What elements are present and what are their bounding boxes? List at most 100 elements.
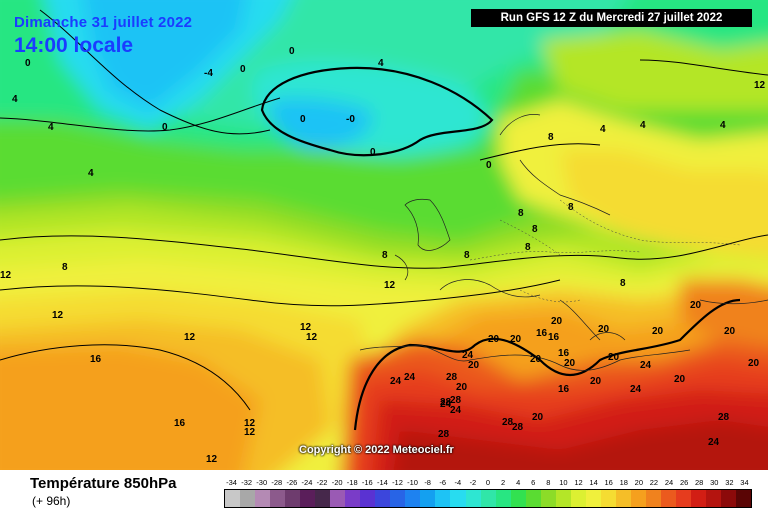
isotherm-label: 8 — [518, 208, 524, 219]
isotherm-label: 8 — [532, 224, 538, 235]
scale-swatch — [675, 490, 691, 507]
scale-swatch — [390, 490, 406, 507]
scale-swatch — [510, 490, 526, 507]
scale-label: -6 — [439, 478, 447, 487]
isotherm-label: 12 — [384, 280, 396, 291]
scale-label: -8 — [424, 478, 431, 487]
scale-label: -16 — [361, 478, 373, 487]
scale-swatch — [375, 490, 391, 507]
scale-label: 28 — [695, 478, 704, 487]
scale-label: 18 — [619, 478, 628, 487]
scale-swatch — [660, 490, 676, 507]
isotherm-label: 12 — [300, 322, 312, 333]
isotherm-label: -4 — [204, 68, 213, 79]
isotherm-label: 0 — [240, 64, 246, 75]
scale-label: -4 — [454, 478, 462, 487]
forecast-time: 14:00 locale — [14, 34, 134, 57]
scale-label: -22 — [316, 478, 328, 487]
scale-label: 14 — [589, 478, 598, 487]
isotherm-label: 20 — [590, 376, 602, 387]
scale-swatch — [570, 490, 586, 507]
scale-swatch — [736, 490, 752, 507]
lead-time: (+ 96h) — [32, 494, 71, 508]
isotherm-label: 20 — [532, 412, 544, 423]
scale-label: 26 — [679, 478, 689, 487]
isotherm-label: 8 — [548, 132, 554, 143]
scale-swatch — [630, 490, 646, 507]
isotherm-label: 28 — [438, 429, 450, 440]
isotherm-label: 20 — [468, 360, 480, 371]
scale-swatch — [420, 490, 436, 507]
isotherm-label: 20 — [551, 316, 563, 327]
isotherm-label: 16 — [558, 384, 570, 395]
isotherm-label: 28 — [512, 422, 524, 433]
scale-label: -34 — [226, 478, 237, 487]
isotherm-label: 8 — [620, 278, 626, 289]
isotherm-label: 28 — [440, 397, 452, 408]
scale-swatch — [555, 490, 571, 507]
scale-swatch — [721, 490, 737, 507]
forecast-date: Dimanche 31 juillet 2022 — [14, 14, 193, 31]
isotherm-label: 8 — [464, 250, 470, 261]
scale-label: 32 — [725, 478, 734, 487]
scale-label: -20 — [331, 478, 343, 487]
scale-label: 20 — [634, 478, 644, 487]
isotherm-label: 24 — [440, 399, 452, 410]
scale-swatch — [285, 490, 301, 507]
isotherm-label: 16 — [90, 354, 102, 365]
isotherm-label: 0 — [300, 114, 306, 125]
isotherm-label: 8 — [568, 202, 574, 213]
temperature-field — [0, 0, 768, 470]
scale-label: 34 — [740, 478, 749, 487]
isotherm-label: 0 — [486, 160, 492, 171]
isotherm-label: 24 — [708, 437, 720, 448]
scale-label: 30 — [710, 478, 719, 487]
isotherm-label: 24 — [462, 350, 474, 361]
scale-swatch — [690, 490, 706, 507]
isotherm-label: 24 — [450, 405, 462, 416]
scale-bar — [224, 489, 752, 508]
isotherm-label: 20 — [608, 352, 620, 363]
isotherm-label: 16 — [174, 418, 186, 429]
isotherm-label: 8 — [525, 242, 531, 253]
isotherm-label: 4 — [378, 58, 384, 69]
isotherm-label: 0 — [25, 58, 31, 69]
scale-labels: -34 -32 -30 -28 -26 -24 -22 -20 -18 -16 -14 -12 -10-… — [224, 478, 752, 489]
isotherm-label: 4 — [600, 124, 606, 135]
scale-swatch — [706, 490, 722, 507]
isotherm-label: 28 — [718, 412, 730, 423]
scale-label: 22 — [649, 478, 659, 487]
isotherm-label: 20 — [724, 326, 736, 337]
scale-swatch — [480, 490, 496, 507]
scale-swatch — [600, 490, 616, 507]
scale-label: -26 — [286, 478, 298, 487]
isotherm-label: 8 — [382, 250, 388, 261]
isotherm-label: 28 — [446, 372, 458, 383]
scale-swatch — [435, 490, 451, 507]
isotherm-label: 20 — [748, 358, 760, 369]
scale-label: -24 — [301, 478, 313, 487]
scale-label: 24 — [664, 478, 674, 487]
isotherm-label: 4 — [88, 168, 94, 179]
scale-swatch — [345, 490, 361, 507]
scale-label: -10 — [407, 478, 418, 487]
isotherm-label: 12 — [754, 80, 766, 91]
isotherm-label: 12 — [244, 427, 256, 438]
scale-label: 8 — [546, 478, 551, 487]
scale-swatch — [330, 490, 346, 507]
isotherm-label: 24 — [390, 376, 402, 387]
scale-swatch — [645, 490, 661, 507]
scale-swatch — [240, 490, 256, 507]
isotherm-label: 20 — [598, 324, 610, 335]
scale-swatch — [315, 490, 331, 507]
isotherm-label: 4 — [640, 120, 646, 131]
isotherm-label: 8 — [62, 262, 68, 273]
color-scale: -34 -32 -30 -28 -26 -24 -22 -20 -18 -16 -14 -12 -10-… — [224, 478, 752, 508]
isotherm-label: 4 — [12, 94, 18, 105]
isotherm-label: 12 — [184, 332, 196, 343]
scale-swatch — [525, 490, 541, 507]
scale-label: -28 — [271, 478, 283, 487]
coastlines — [359, 114, 768, 371]
